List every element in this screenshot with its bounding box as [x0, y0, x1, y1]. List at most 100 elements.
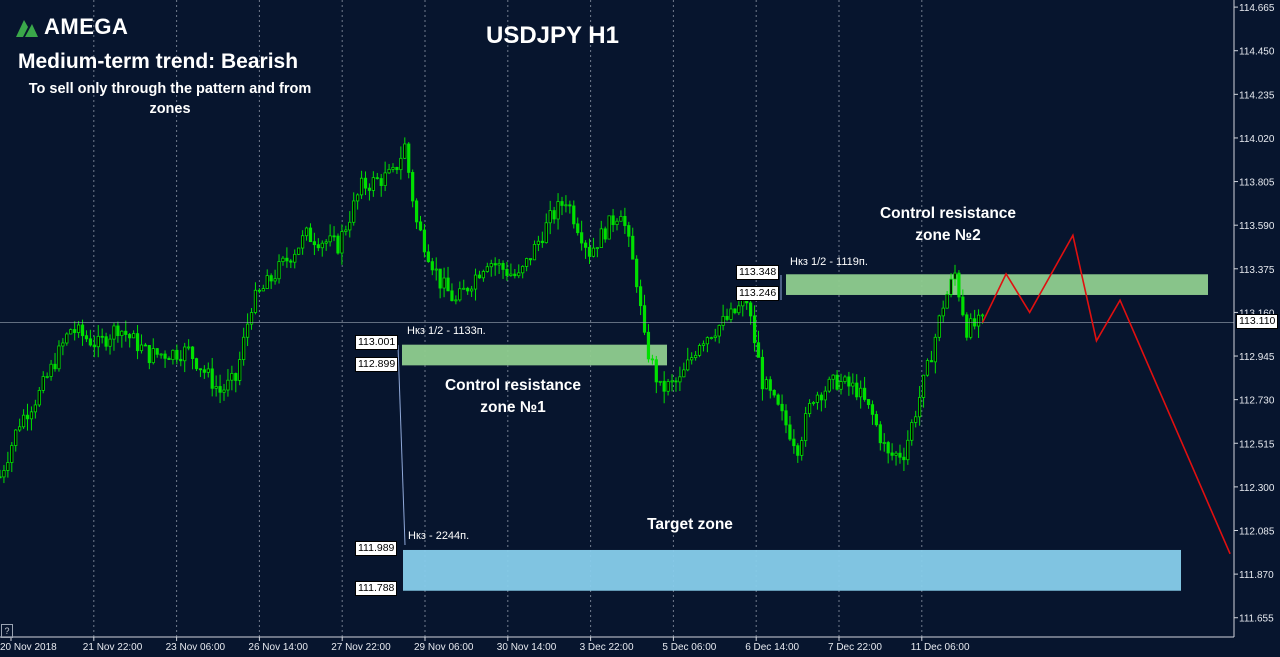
target-lower-price: 111.788 — [355, 581, 398, 596]
time-tick-label: 27 Nov 22:00 — [331, 642, 391, 653]
candle-body — [450, 290, 454, 302]
candle-body — [501, 262, 505, 270]
candle-body — [756, 342, 761, 358]
candle-body — [261, 288, 265, 292]
candle-body — [941, 307, 945, 317]
candle-body — [768, 379, 772, 391]
candle-body — [198, 368, 203, 371]
target-zone-title: Target zone — [647, 516, 733, 533]
candle-body — [925, 360, 930, 376]
candle-body — [725, 315, 729, 320]
candle-body — [462, 287, 466, 290]
candle-body — [147, 345, 151, 364]
candle-body — [595, 247, 599, 249]
candle-body — [53, 363, 57, 370]
candle-body — [690, 357, 694, 361]
zone1-lower-price: 112.899 — [355, 357, 399, 372]
candle-body — [324, 241, 328, 244]
candle-body — [509, 273, 513, 276]
candle-body — [422, 229, 427, 253]
candle-body — [764, 379, 768, 390]
candle-body — [344, 229, 348, 232]
candle-body — [446, 277, 450, 292]
candle-body — [348, 221, 352, 231]
candle-body — [929, 360, 934, 363]
candle-body — [2, 470, 6, 478]
candle-body — [839, 381, 843, 390]
candle-body — [65, 333, 69, 344]
candle-body — [80, 324, 85, 337]
candle-body — [69, 329, 73, 335]
candle-body — [190, 346, 195, 359]
price-tick-label: 113.805 — [1239, 178, 1275, 189]
candle-body — [135, 333, 140, 352]
candle-body — [0, 476, 2, 479]
candle-body — [151, 348, 155, 364]
candle-body — [749, 302, 753, 317]
candle-body — [918, 397, 922, 418]
candle-body — [682, 369, 686, 378]
candle-body — [245, 323, 250, 338]
help-button[interactable]: ? — [1, 624, 13, 638]
candle-body — [792, 438, 796, 447]
candle-body — [536, 240, 541, 245]
candle-body — [116, 325, 120, 337]
zone-rect — [402, 344, 667, 366]
candle-body — [187, 346, 191, 349]
trend-heading: Medium-term trend: Bearish — [18, 50, 299, 73]
candle-body — [312, 241, 317, 246]
candle-body — [340, 231, 344, 254]
candle-body — [870, 404, 875, 415]
candle-body — [532, 244, 537, 261]
candle-body — [811, 402, 816, 404]
candle-body — [709, 337, 713, 339]
zone2-upper-price: 113.348 — [736, 265, 780, 280]
candle-body — [363, 177, 368, 189]
candle-body — [855, 382, 859, 398]
candle-body — [171, 349, 175, 361]
candle-body — [218, 386, 222, 393]
candle-body — [175, 349, 179, 360]
candle-body — [411, 172, 415, 202]
price-tick-label: 112.945 — [1239, 352, 1275, 363]
candle-body — [469, 288, 474, 292]
time-tick-label: 30 Nov 14:00 — [497, 642, 557, 653]
candle-body — [646, 331, 651, 360]
brand-name: AMEGA — [44, 14, 129, 39]
candle-body — [379, 178, 383, 186]
candle-body — [230, 373, 234, 381]
candle-body — [945, 293, 949, 309]
candle-body — [100, 335, 104, 338]
candle-body — [583, 242, 588, 248]
candle-body — [375, 177, 379, 180]
candle-body — [234, 373, 238, 381]
candle-body — [454, 299, 458, 302]
candle-body — [921, 374, 926, 398]
time-tick-label: 23 Nov 06:00 — [166, 642, 226, 653]
zone2-title-line2: zone №2 — [915, 227, 981, 244]
price-tick-label: 112.085 — [1239, 526, 1275, 537]
candle-body — [607, 215, 611, 240]
candle-body — [827, 378, 831, 392]
zone1-upper-price: 113.001 — [355, 335, 399, 350]
candle-body — [788, 424, 792, 440]
candle-body — [84, 335, 89, 340]
price-tick-label: 114.450 — [1239, 47, 1275, 58]
candle-body — [863, 387, 867, 400]
candle-body — [6, 462, 10, 471]
candle-body — [285, 257, 289, 262]
candle-body — [489, 263, 493, 268]
candle-body — [249, 312, 254, 325]
candle-body — [77, 324, 81, 333]
candle-body — [914, 416, 918, 423]
candle-body — [568, 204, 572, 207]
price-tick-label: 114.665 — [1239, 3, 1275, 14]
candle-body — [631, 235, 635, 260]
candle-body — [328, 235, 332, 243]
candle-body — [580, 232, 584, 244]
candle-body — [442, 277, 446, 289]
candle-body — [521, 266, 525, 274]
candle-body — [611, 215, 615, 225]
candle-body — [214, 386, 218, 389]
